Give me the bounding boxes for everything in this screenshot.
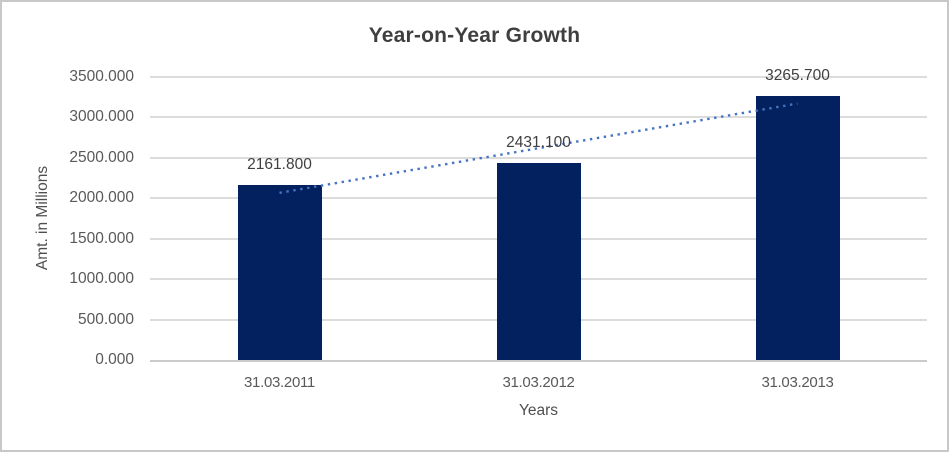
x-axis-title: Years xyxy=(518,402,559,419)
gridline xyxy=(150,76,927,78)
y-axis-tick-label: 0.000 xyxy=(95,351,134,368)
y-axis-tick-label: 2500.000 xyxy=(69,148,134,166)
y-axis-tick-label: 3500.000 xyxy=(69,68,134,85)
x-axis-tick-label: 31.03.2012 xyxy=(502,374,575,391)
plot-area xyxy=(150,76,927,362)
gridline xyxy=(150,156,927,159)
bar-value-label: 2431.100 xyxy=(506,134,571,152)
y-axis-title: Amt. in Millions xyxy=(34,165,51,271)
y-axis-tick-label: 1000.000 xyxy=(69,270,134,288)
x-axis-tick-label: 31.03.2011 xyxy=(244,374,315,391)
bar xyxy=(496,163,581,360)
y-axis-tick-label: 2000.000 xyxy=(69,189,134,207)
y-axis-tick-label: 3000.000 xyxy=(69,108,134,126)
bar-value-label: 2161.800 xyxy=(247,156,312,174)
trendline xyxy=(279,102,798,195)
gridline xyxy=(150,116,927,119)
y-axis-tick-label: 500.000 xyxy=(77,310,134,328)
y-axis-tick-label: 1500.000 xyxy=(69,229,134,247)
bar xyxy=(237,185,322,360)
bar-value-label: 3265.700 xyxy=(765,66,830,84)
bar xyxy=(755,95,840,360)
x-axis-tick-label: 31.03.2013 xyxy=(761,374,834,391)
chart-title: Year-on-Year Growth xyxy=(368,24,581,47)
